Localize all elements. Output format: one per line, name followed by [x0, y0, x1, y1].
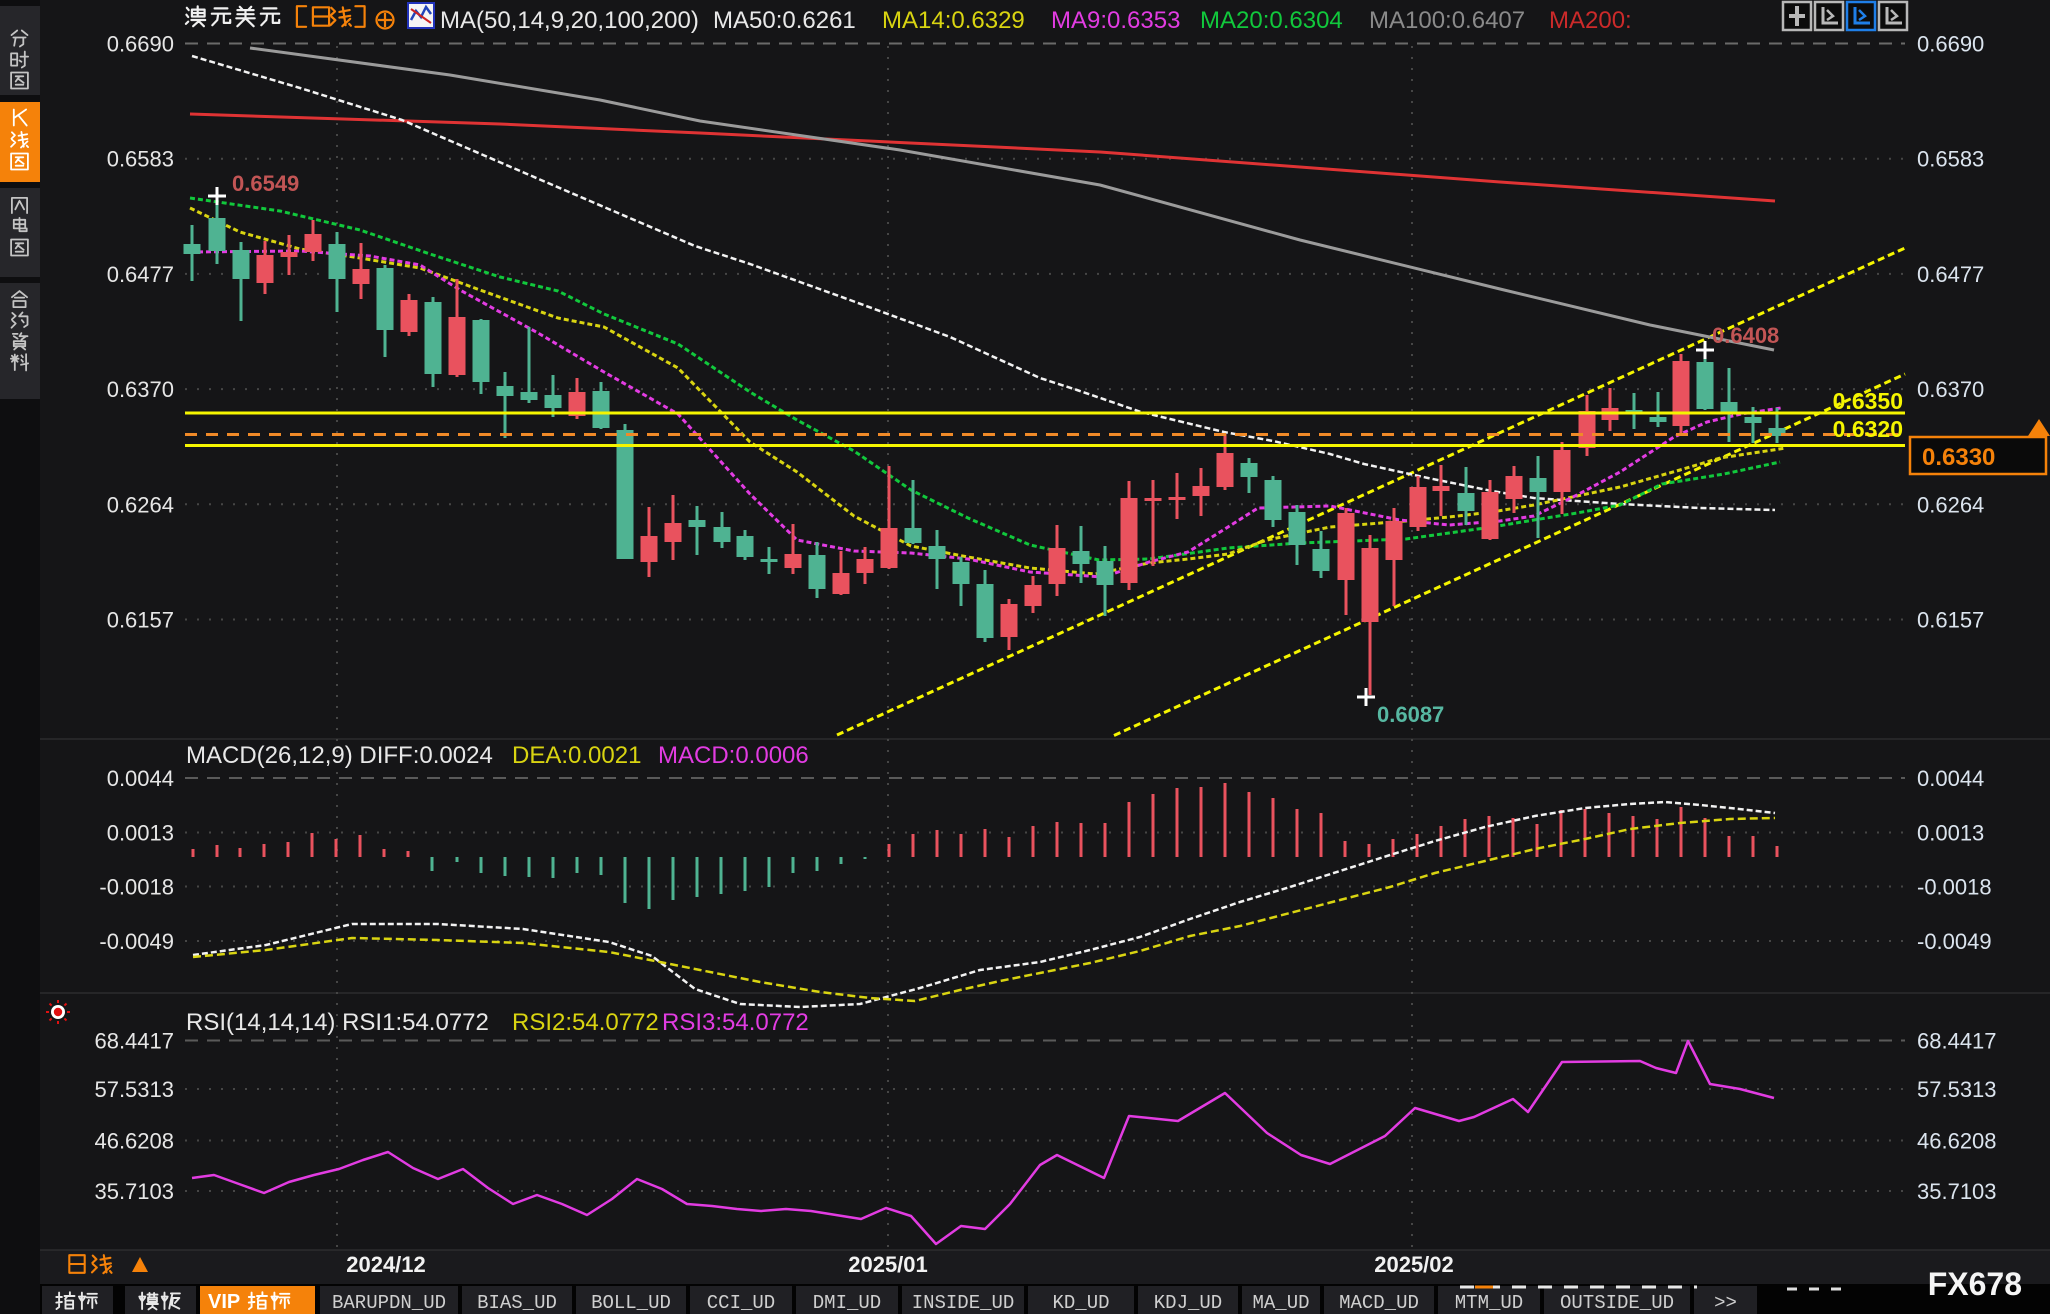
svg-text:46.6208: 46.6208: [94, 1129, 174, 1154]
svg-text:-0.0049: -0.0049: [99, 929, 174, 954]
svg-text:-0.0018: -0.0018: [99, 875, 174, 900]
svg-text:MA14:0.6329: MA14:0.6329: [882, 7, 1025, 34]
svg-text:RSI2:54.0772: RSI2:54.0772: [512, 1009, 659, 1036]
svg-text:MA100:0.6407: MA100:0.6407: [1369, 7, 1525, 34]
svg-text:0.6690: 0.6690: [107, 32, 174, 57]
svg-text:DEA:0.0021: DEA:0.0021: [512, 742, 641, 769]
svg-text:MA200:: MA200:: [1549, 7, 1632, 34]
svg-text:MA(50,14,9,20,100,200): MA(50,14,9,20,100,200): [440, 7, 699, 34]
svg-text:RSI(14,14,14) RSI1:54.0772: RSI(14,14,14) RSI1:54.0772: [186, 1009, 489, 1036]
svg-text:0.6583: 0.6583: [107, 147, 174, 172]
svg-text:MA9:0.6353: MA9:0.6353: [1051, 7, 1180, 34]
svg-text:KDJ_UD: KDJ_UD: [1154, 1292, 1222, 1314]
svg-text:MA50:0.6261: MA50:0.6261: [713, 7, 856, 34]
svg-text:-0.0049: -0.0049: [1917, 929, 1992, 954]
svg-text:0.6320: 0.6320: [1833, 416, 1903, 442]
svg-text:MA20:0.6304: MA20:0.6304: [1200, 7, 1343, 34]
svg-text:FX678: FX678: [1928, 1266, 2022, 1302]
svg-text:CCI_UD: CCI_UD: [707, 1292, 775, 1314]
svg-text:0.0044: 0.0044: [1917, 766, 1984, 791]
svg-text:>>: >>: [1714, 1292, 1737, 1314]
svg-text:MACD:0.0006: MACD:0.0006: [658, 742, 809, 769]
svg-text:MTM_UD: MTM_UD: [1455, 1292, 1523, 1314]
svg-text:2025/02: 2025/02: [1374, 1252, 1454, 1277]
svg-text:0.6330: 0.6330: [1922, 444, 1995, 471]
svg-text:57.5313: 57.5313: [94, 1077, 174, 1102]
svg-text:0.6157: 0.6157: [107, 608, 174, 633]
svg-text:0.6157: 0.6157: [1917, 608, 1984, 633]
svg-text:0.6477: 0.6477: [1917, 262, 1984, 287]
svg-text:68.4417: 68.4417: [94, 1029, 174, 1054]
svg-text:35.7103: 35.7103: [1917, 1179, 1997, 1204]
svg-text:2024/12: 2024/12: [346, 1252, 426, 1277]
svg-text:0.6087: 0.6087: [1377, 702, 1444, 727]
svg-text:68.4417: 68.4417: [1917, 1029, 1997, 1054]
svg-text:OUTSIDE_UD: OUTSIDE_UD: [1560, 1292, 1674, 1314]
svg-text:0.0013: 0.0013: [107, 821, 174, 846]
svg-text:0.6549: 0.6549: [232, 171, 299, 196]
svg-text:0.6408: 0.6408: [1712, 323, 1779, 348]
svg-text:KD_UD: KD_UD: [1052, 1292, 1109, 1314]
svg-text:0.6370: 0.6370: [1917, 377, 1984, 402]
svg-text:RSI3:54.0772: RSI3:54.0772: [662, 1009, 809, 1036]
svg-text:57.5313: 57.5313: [1917, 1077, 1997, 1102]
svg-text:0.6350: 0.6350: [1833, 388, 1903, 414]
svg-text:0.6477: 0.6477: [107, 262, 174, 287]
svg-text:0.6370: 0.6370: [107, 377, 174, 402]
svg-text:VIP: VIP: [208, 1291, 240, 1313]
svg-text:0.6264: 0.6264: [1917, 492, 1984, 517]
svg-text:INSIDE_UD: INSIDE_UD: [912, 1292, 1015, 1314]
svg-text:46.6208: 46.6208: [1917, 1129, 1997, 1154]
svg-text:0.6264: 0.6264: [107, 492, 174, 517]
svg-text:BIAS_UD: BIAS_UD: [477, 1292, 557, 1314]
svg-text:0.6583: 0.6583: [1917, 147, 1984, 172]
svg-text:2025/01: 2025/01: [848, 1252, 928, 1277]
svg-text:BOLL_UD: BOLL_UD: [591, 1292, 671, 1314]
svg-text:MACD_UD: MACD_UD: [1339, 1292, 1419, 1314]
svg-text:0.6690: 0.6690: [1917, 32, 1984, 57]
svg-text:DMI_UD: DMI_UD: [813, 1292, 881, 1314]
svg-text:0.0013: 0.0013: [1917, 821, 1984, 846]
svg-text:0.0044: 0.0044: [107, 766, 174, 791]
svg-text:BARUPDN_UD: BARUPDN_UD: [332, 1292, 446, 1314]
svg-text:-0.0018: -0.0018: [1917, 875, 1992, 900]
svg-text:35.7103: 35.7103: [94, 1179, 174, 1204]
svg-text:MA_UD: MA_UD: [1252, 1292, 1309, 1314]
svg-text:MACD(26,12,9) DIFF:0.0024: MACD(26,12,9) DIFF:0.0024: [186, 742, 493, 769]
